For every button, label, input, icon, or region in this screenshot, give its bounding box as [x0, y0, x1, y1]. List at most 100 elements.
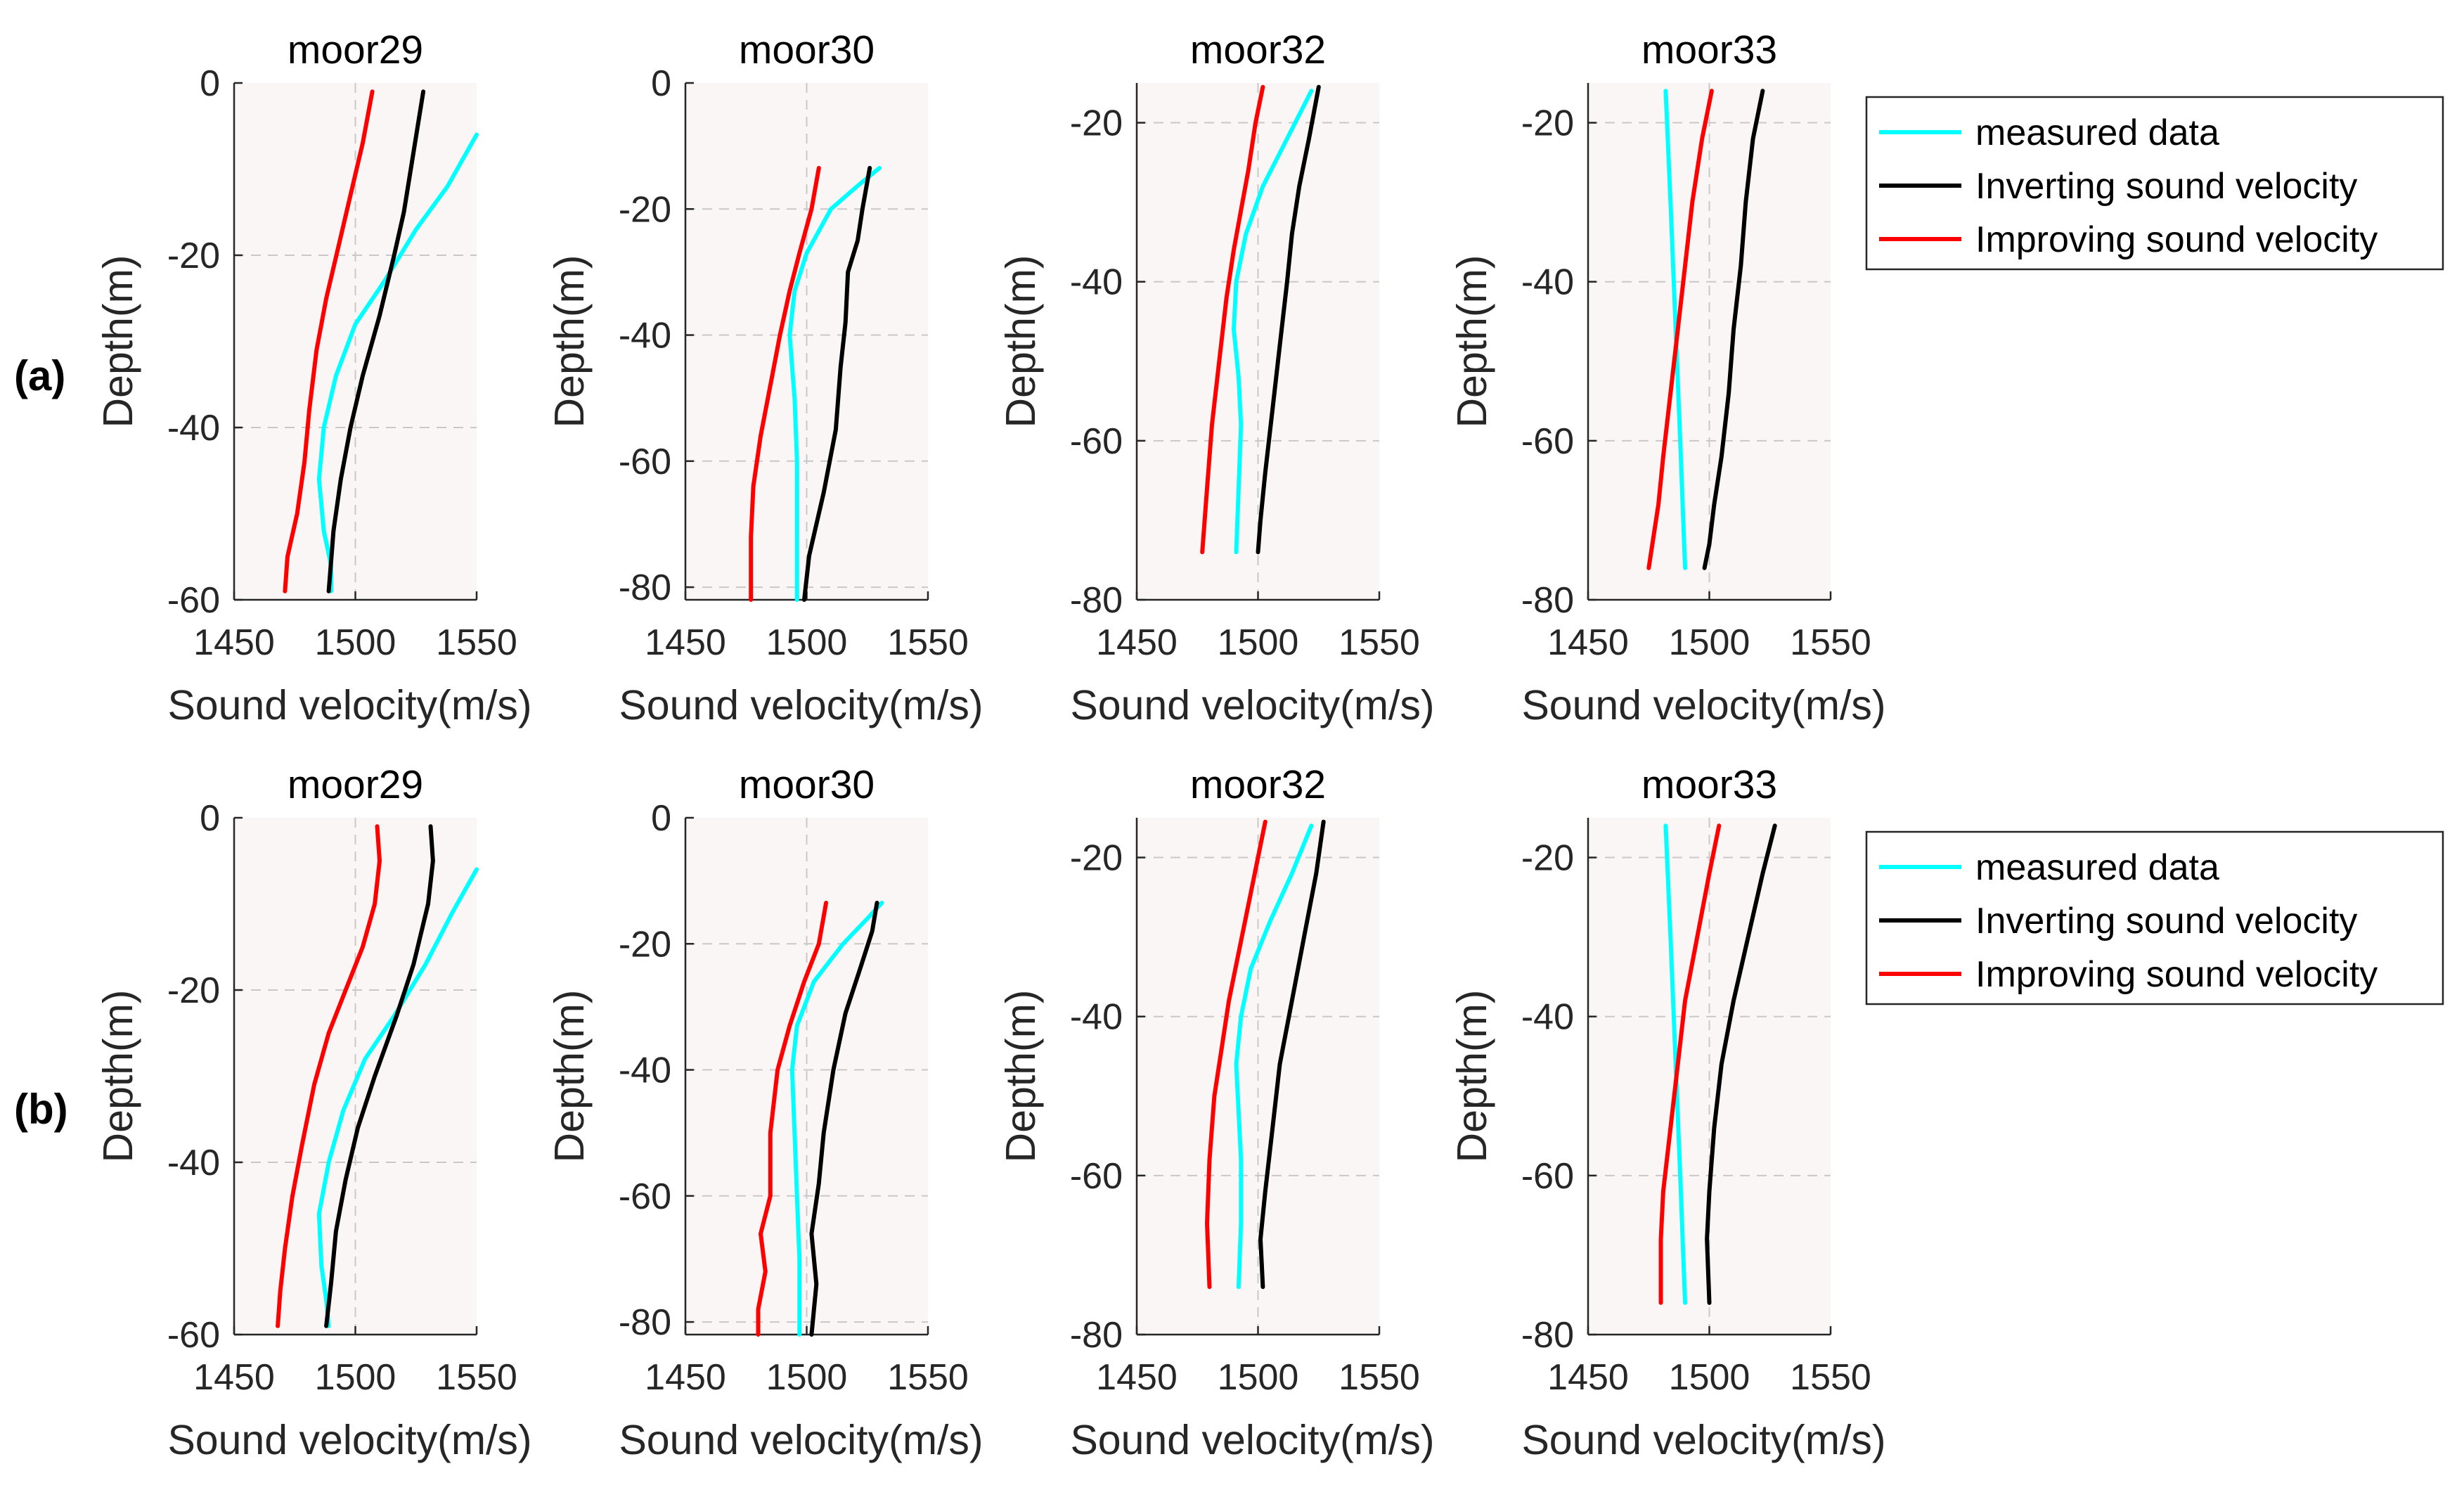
subplot-title: moor29 — [288, 27, 423, 72]
y-axis-label: Depth(m) — [1449, 990, 1495, 1163]
subplot-title: moor30 — [739, 762, 875, 807]
subplot-a-moor33: 1450 1500 1550 -20 -40 -60 -80 moor33 Sound velo… — [1449, 27, 1886, 728]
y-tick-label: -20 — [619, 924, 671, 965]
y-tick-label: -40 — [619, 316, 671, 356]
x-tick-label: 1500 — [1218, 622, 1299, 663]
subplot-title: moor33 — [1641, 27, 1777, 72]
subplot-title: moor33 — [1641, 762, 1777, 807]
x-tick-label: 1450 — [1547, 622, 1629, 663]
x-axis-label: Sound velocity(m/s) — [1521, 1417, 1885, 1463]
x-tick-label: 1550 — [1339, 1357, 1420, 1398]
series-line-measured-data — [1663, 89, 1687, 570]
legend-label: Improving sound velocity — [1975, 219, 2378, 260]
y-tick-label: -20 — [1070, 838, 1123, 879]
y-axis-label: Depth(m) — [95, 990, 141, 1163]
subplots-layer: 1450 1500 1550 0 -20 -40 -60 moor29 Sound veloci… — [95, 27, 1886, 1463]
subplot-b-moor29: 1450 1500 1550 0 -20 -40 -60 moor29 Sound veloci… — [95, 762, 532, 1463]
series-line-inverting-sound-velocity — [1705, 823, 1777, 1305]
series-line-measured-data — [316, 867, 479, 1328]
x-tick-label: 1450 — [1096, 1357, 1178, 1398]
y-axis-label: Depth(m) — [998, 255, 1044, 428]
subplot-title: moor32 — [1190, 762, 1326, 807]
y-tick-label: -20 — [1521, 838, 1574, 879]
x-axis-label: Sound velocity(m/s) — [167, 1417, 531, 1463]
x-tick-label: 1450 — [645, 622, 726, 663]
y-axis-label: Depth(m) — [546, 255, 593, 428]
row-label-b: (b) — [14, 1086, 68, 1133]
y-tick-label: -40 — [1070, 997, 1123, 1038]
y-tick-label: -60 — [1070, 1156, 1123, 1197]
series-line-measured-data — [1663, 823, 1687, 1305]
legend-box — [1865, 830, 2444, 1006]
x-tick-label: 1500 — [1669, 1357, 1750, 1398]
y-tick-label: -20 — [1521, 103, 1574, 144]
x-tick-label: 1450 — [193, 1357, 275, 1398]
series-line-improving-sound-velocity — [756, 901, 829, 1337]
y-tick-label: 0 — [200, 798, 220, 839]
subplot-title: moor29 — [288, 762, 423, 807]
x-tick-label: 1500 — [1669, 622, 1750, 663]
y-tick-label: -40 — [619, 1051, 671, 1091]
x-tick-label: 1500 — [1218, 1357, 1299, 1398]
x-tick-label: 1500 — [315, 622, 396, 663]
subplot-title: moor32 — [1190, 27, 1326, 72]
y-tick-label: -60 — [167, 580, 220, 621]
x-axis-label: Sound velocity(m/s) — [1070, 1417, 1434, 1463]
row-label-a: (a) — [14, 352, 66, 399]
legend-label: measured data — [1975, 847, 2219, 888]
y-tick-label: -20 — [167, 236, 220, 276]
x-tick-label: 1550 — [436, 1357, 517, 1398]
series-line-improving-sound-velocity — [283, 89, 375, 593]
x-axis-label: Sound velocity(m/s) — [619, 682, 983, 728]
x-tick-label: 1500 — [315, 1357, 396, 1398]
series-line-inverting-sound-velocity — [326, 89, 426, 593]
series-line-measured-data — [1234, 823, 1314, 1290]
x-tick-label: 1550 — [1339, 622, 1420, 663]
legend-b: measured data Inverting sound velocity Imp… — [1865, 830, 2444, 1006]
y-axis-label: Depth(m) — [95, 255, 141, 428]
legends-layer: measured data Inverting sound velocity Imp… — [1865, 96, 2444, 1006]
y-tick-label: -80 — [619, 1302, 671, 1343]
x-tick-label: 1550 — [1790, 1357, 1871, 1398]
y-tick-label: -80 — [1070, 580, 1123, 621]
series-line-measured-data — [1232, 89, 1314, 555]
x-tick-label: 1450 — [645, 1357, 726, 1398]
series-line-inverting-sound-velocity — [324, 824, 435, 1328]
y-tick-label: 0 — [651, 63, 671, 104]
subplot-a-moor30: 1450 1500 1550 0 -20 -40 -60 -80 moor30 Sound vel… — [546, 27, 983, 728]
x-tick-label: 1550 — [887, 1357, 969, 1398]
series-line-improving-sound-velocity — [1646, 89, 1714, 570]
subplot-b-moor32: 1450 1500 1550 -20 -40 -60 -80 moor32 Sound velo… — [998, 762, 1435, 1463]
x-axis-label: Sound velocity(m/s) — [619, 1417, 983, 1463]
series-line-improving-sound-velocity — [1658, 823, 1722, 1305]
y-axis-label: Depth(m) — [1449, 255, 1495, 428]
series-line-inverting-sound-velocity — [1702, 89, 1765, 570]
x-axis-label: Sound velocity(m/s) — [1070, 682, 1434, 728]
series-line-improving-sound-velocity — [1205, 819, 1268, 1290]
series-line-improving-sound-velocity — [276, 824, 382, 1328]
y-tick-label: -60 — [1521, 421, 1574, 462]
series-line-inverting-sound-velocity — [802, 166, 872, 602]
x-tick-label: 1550 — [887, 622, 969, 663]
y-tick-label: 0 — [651, 798, 671, 839]
x-tick-label: 1500 — [766, 622, 848, 663]
y-tick-label: -20 — [619, 189, 671, 230]
x-tick-label: 1550 — [1790, 622, 1871, 663]
y-axis-label: Depth(m) — [546, 990, 593, 1163]
x-tick-label: 1450 — [1096, 622, 1178, 663]
x-tick-label: 1450 — [193, 622, 275, 663]
y-tick-label: -20 — [1070, 103, 1123, 144]
series-line-measured-data — [316, 132, 479, 593]
y-axis-label: Depth(m) — [998, 990, 1044, 1163]
subplot-title: moor30 — [739, 27, 875, 72]
legend-a: measured data Inverting sound velocity Imp… — [1865, 96, 2444, 271]
y-tick-label: -80 — [619, 567, 671, 608]
subplot-a-moor32: 1450 1500 1550 -20 -40 -60 -80 moor32 Sound velo… — [998, 27, 1435, 728]
legend-label: Inverting sound velocity — [1975, 901, 2357, 942]
series-line-measured-data — [787, 166, 882, 602]
y-tick-label: -80 — [1070, 1315, 1123, 1356]
x-tick-label: 1550 — [436, 622, 517, 663]
x-tick-label: 1500 — [766, 1357, 848, 1398]
legend-label: measured data — [1975, 113, 2219, 153]
y-tick-label: -40 — [167, 1143, 220, 1183]
